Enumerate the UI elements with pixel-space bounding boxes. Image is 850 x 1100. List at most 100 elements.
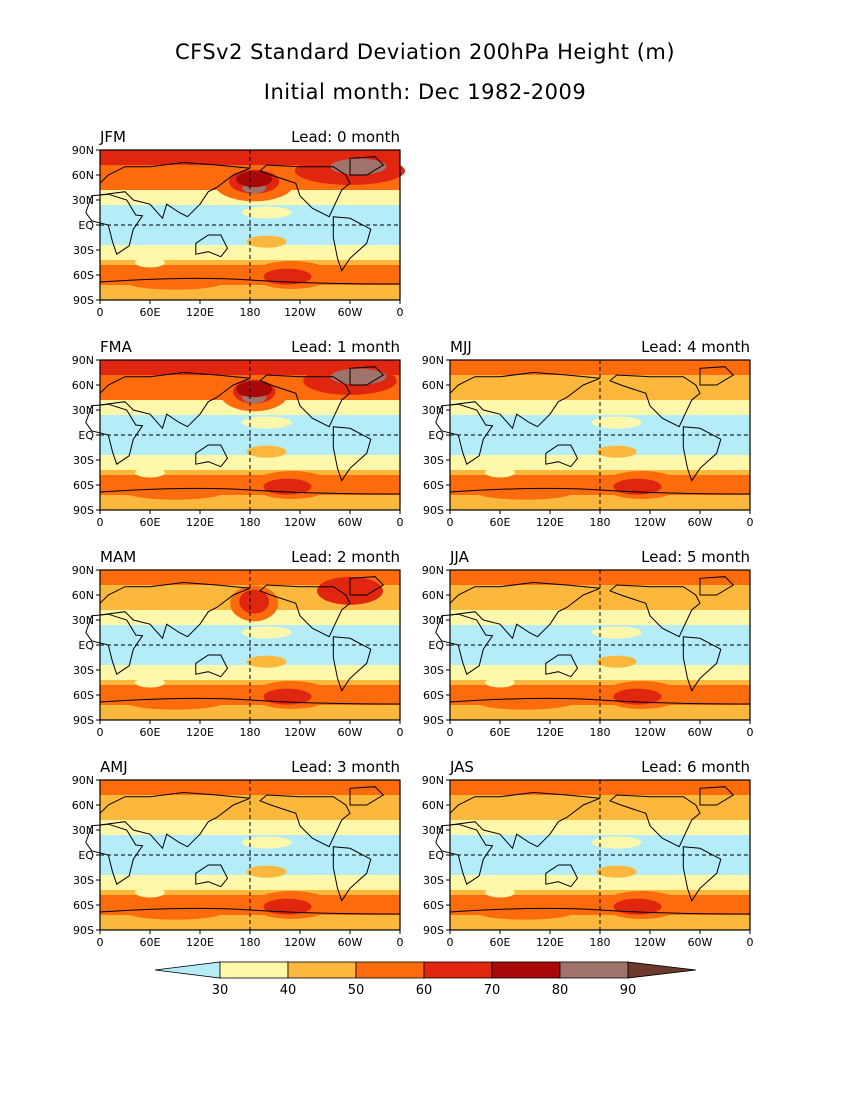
- y-tick-label: 30N: [72, 194, 94, 207]
- x-tick-label: 0: [447, 936, 454, 949]
- y-tick-label: EQ: [78, 219, 94, 232]
- x-tick-label: 60E: [140, 306, 161, 319]
- x-tick-label: 180: [240, 306, 261, 319]
- x-tick-label: 180: [240, 726, 261, 739]
- y-tick-label: 90S: [423, 504, 444, 517]
- x-tick-label: 120W: [634, 516, 666, 529]
- y-tick-label: 30N: [72, 404, 94, 417]
- y-tick-label: 90S: [73, 924, 94, 937]
- y-tick-label: 60S: [73, 269, 94, 282]
- x-tick-label: 120W: [284, 936, 316, 949]
- x-tick-label: 180: [590, 726, 611, 739]
- panel-season-label: FMA: [100, 338, 133, 356]
- y-tick-label: 30S: [73, 874, 94, 887]
- colorbar-label: 40: [280, 983, 297, 998]
- y-tick-label: 60N: [72, 589, 94, 602]
- y-tick-label: 30S: [423, 454, 444, 467]
- y-tick-label: EQ: [78, 639, 94, 652]
- x-tick-label: 120W: [634, 936, 666, 949]
- x-tick-label: 60E: [140, 936, 161, 949]
- x-tick-label: 60E: [490, 516, 511, 529]
- x-tick-label: 180: [240, 936, 261, 949]
- y-tick-label: 30S: [423, 664, 444, 677]
- x-tick-label: 0: [447, 726, 454, 739]
- x-tick-label: 120W: [284, 726, 316, 739]
- y-tick-label: 60S: [73, 689, 94, 702]
- x-tick-label: 0: [447, 516, 454, 529]
- x-tick-label: 0: [97, 306, 104, 319]
- y-tick-label: EQ: [428, 849, 444, 862]
- y-tick-label: 30S: [73, 244, 94, 257]
- x-tick-label: 60E: [140, 726, 161, 739]
- x-tick-label: 120E: [536, 516, 564, 529]
- x-tick-label: 60E: [490, 936, 511, 949]
- map-panel-fma: FMA Lead: 1 month 90N 60N 30N EQ 30S 60S 90S 0 60E…: [55, 335, 404, 535]
- x-tick-label: 120W: [284, 306, 316, 319]
- figure-title: CFSv2 Standard Deviation 200hPa Height (…: [174, 40, 676, 64]
- x-tick-label: 0: [97, 726, 104, 739]
- x-tick-label: 0: [397, 726, 404, 739]
- y-tick-label: 60S: [423, 689, 444, 702]
- y-tick-label: 30S: [73, 664, 94, 677]
- map-panel-mjj: MJJ Lead: 4 month 90N 60N 30N EQ 30S 60S 90S 0 60E…: [405, 335, 754, 535]
- x-tick-label: 60W: [338, 306, 363, 319]
- y-tick-label: 60N: [72, 799, 94, 812]
- y-tick-label: 60N: [72, 169, 94, 182]
- x-tick-label: 180: [240, 516, 261, 529]
- y-tick-label: 60N: [422, 799, 444, 812]
- x-tick-label: 120E: [186, 306, 214, 319]
- colorbar-box: [219, 961, 289, 979]
- map-panel-mam: MAM Lead: 2 month 90N 60N 30N EQ 30S 60S 90S 0 60E…: [55, 545, 404, 745]
- map-panel-jja: JJA Lead: 5 month 90N 60N 30N EQ 30S 60S 90S 0 60E…: [405, 545, 754, 745]
- y-tick-label: 30N: [72, 824, 94, 837]
- y-tick-label: 30N: [72, 614, 94, 627]
- y-tick-label: 60N: [422, 379, 444, 392]
- colorbar-label: 90: [620, 983, 637, 998]
- y-tick-label: 60N: [422, 589, 444, 602]
- y-tick-label: 90N: [72, 564, 94, 577]
- x-tick-label: 120W: [284, 516, 316, 529]
- panel-lead-label: Lead: 0 month: [291, 128, 400, 146]
- y-tick-label: 90N: [422, 564, 444, 577]
- colorbar-box: [491, 961, 561, 979]
- colorbar-label: 50: [348, 983, 365, 998]
- x-tick-label: 120E: [186, 726, 214, 739]
- panel-season-label: AMJ: [100, 758, 128, 776]
- coastlines: [435, 786, 751, 915]
- colorbar-box: [423, 961, 493, 979]
- colorbar-box: [559, 961, 629, 979]
- y-tick-label: EQ: [428, 639, 444, 652]
- x-tick-label: 0: [747, 516, 754, 529]
- x-tick-label: 0: [747, 726, 754, 739]
- x-tick-label: 0: [97, 516, 104, 529]
- map-panel-jas: JAS Lead: 6 month 90N 60N 30N EQ 30S 60S 90S 0 60E…: [405, 755, 754, 955]
- colorbar-label: 30: [212, 983, 229, 998]
- x-tick-label: 0: [397, 516, 404, 529]
- y-tick-label: 90N: [72, 144, 94, 157]
- y-tick-label: 60S: [73, 899, 94, 912]
- x-tick-label: 60W: [338, 516, 363, 529]
- panel-lead-label: Lead: 1 month: [291, 338, 400, 356]
- panel-season-label: JJA: [449, 548, 470, 566]
- x-tick-label: 120E: [536, 936, 564, 949]
- x-tick-label: 0: [397, 936, 404, 949]
- y-tick-label: 90S: [423, 924, 444, 937]
- colorbar-label: 80: [552, 983, 569, 998]
- x-tick-label: 120W: [634, 726, 666, 739]
- x-tick-label: 180: [590, 936, 611, 949]
- y-tick-label: 60S: [73, 479, 94, 492]
- x-tick-label: 60W: [688, 516, 713, 529]
- y-tick-label: 60S: [423, 479, 444, 492]
- y-tick-label: 30S: [73, 454, 94, 467]
- colorbar-box: [355, 961, 425, 979]
- x-tick-label: 0: [397, 306, 404, 319]
- x-tick-label: 60E: [490, 726, 511, 739]
- x-tick-label: 60W: [338, 936, 363, 949]
- y-tick-label: 90S: [73, 294, 94, 307]
- colorbar-box: [287, 961, 357, 979]
- x-tick-label: 120E: [186, 936, 214, 949]
- panel-lead-label: Lead: 2 month: [291, 548, 400, 566]
- y-tick-label: 90N: [422, 774, 444, 787]
- panel-lead-label: Lead: 4 month: [641, 338, 750, 356]
- y-tick-label: EQ: [428, 429, 444, 442]
